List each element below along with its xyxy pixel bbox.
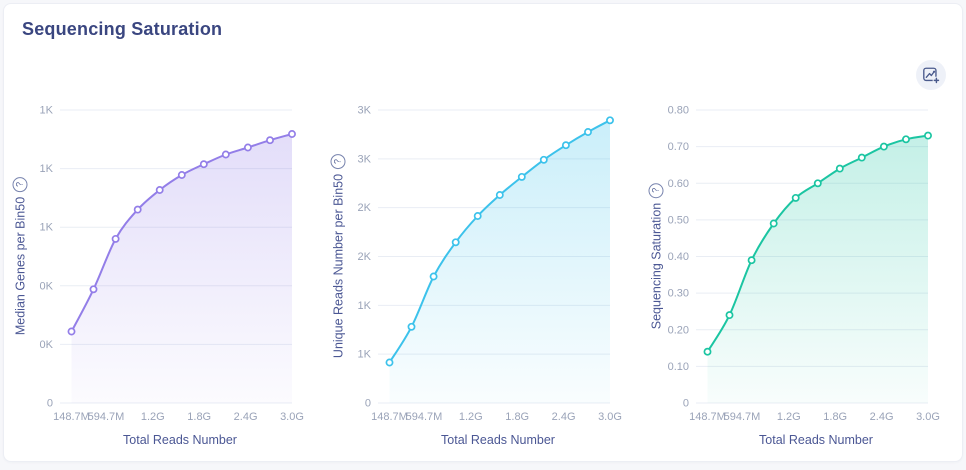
y-tick-label: 0.30 — [668, 288, 689, 300]
data-point[interactable] — [769, 219, 778, 228]
y-tick-label: 2K — [358, 251, 372, 263]
x-tick-label: 3.0G — [280, 411, 304, 423]
y-tick-label: 1K — [40, 105, 54, 117]
data-point[interactable] — [89, 285, 98, 294]
x-tick-label: 594.7M — [724, 411, 761, 423]
help-icon[interactable]: ? — [12, 176, 28, 192]
data-point[interactable] — [177, 171, 186, 179]
y-tick-label: 1K — [40, 163, 54, 175]
y-tick-label: 0.20 — [668, 324, 689, 336]
y-tick-label: 0.10 — [668, 361, 689, 373]
y-tick-label: 0K — [40, 280, 54, 292]
data-point[interactable] — [747, 256, 756, 265]
data-point[interactable] — [725, 311, 734, 320]
data-point[interactable] — [561, 141, 570, 150]
y-axis-title-sequencing-saturation: Sequencing Saturation ? — [648, 96, 664, 448]
help-icon[interactable]: ? — [330, 153, 346, 169]
save-image-icon — [923, 67, 940, 84]
y-tick-label: 0 — [683, 398, 689, 410]
y-axis-title-text: Sequencing Saturation — [649, 202, 663, 330]
x-tick-label: 1.8G — [505, 411, 529, 423]
data-point[interactable] — [133, 205, 142, 214]
series-area — [707, 135, 928, 403]
x-tick-label: 1.8G — [187, 411, 211, 423]
x-tick-label: 3.0G — [598, 411, 622, 423]
page-title: Sequencing Saturation — [22, 19, 223, 39]
sequencing-saturation-card: Sequencing Saturation Median Genes per B… — [3, 3, 963, 462]
y-axis-title-text: Unique Reads Number per Bin50 — [331, 173, 345, 359]
data-point[interactable] — [385, 358, 394, 367]
y-tick-label: 3K — [358, 105, 372, 117]
data-point[interactable] — [924, 131, 932, 140]
y-axis-title-text: Median Genes per Bin50 — [13, 196, 27, 336]
series-area — [71, 134, 292, 403]
data-point[interactable] — [791, 193, 800, 202]
y-tick-label: 0 — [47, 398, 53, 410]
y-axis-title-unique-reads: Unique Reads Number per Bin50 ? — [330, 96, 346, 448]
x-tick-label: 1.8G — [823, 411, 847, 423]
x-tick-label: 594.7M — [88, 411, 125, 423]
data-point[interactable] — [539, 155, 548, 164]
data-point[interactable] — [451, 238, 460, 247]
data-point[interactable] — [813, 179, 822, 188]
data-point[interactable] — [835, 164, 844, 173]
y-tick-label: 0.50 — [668, 214, 689, 226]
y-tick-label: 0.40 — [668, 251, 689, 263]
x-tick-label: 1.2G — [777, 411, 801, 423]
y-tick-label: 1K — [358, 300, 372, 312]
x-tick-label: 2.4G — [870, 411, 894, 423]
x-tick-label: 2.4G — [552, 411, 576, 423]
x-axis-title: Total Reads Number — [759, 433, 873, 447]
x-tick-label: 1.2G — [459, 411, 483, 423]
data-point[interactable] — [243, 143, 252, 152]
x-tick-label: 594.7M — [406, 411, 443, 423]
data-point[interactable] — [902, 135, 910, 144]
x-axis-title: Total Reads Number — [123, 433, 237, 447]
data-point[interactable] — [584, 128, 592, 136]
y-tick-label: 1K — [358, 349, 372, 361]
data-point[interactable] — [606, 116, 614, 125]
x-tick-label: 1.2G — [141, 411, 165, 423]
y-tick-label: 0.70 — [668, 141, 689, 153]
x-tick-label: 3.0G — [916, 411, 940, 423]
y-axis-title-median-genes: Median Genes per Bin50 ? — [12, 96, 28, 448]
data-point[interactable] — [857, 153, 866, 162]
export-image-button[interactable] — [916, 60, 946, 90]
x-tick-label: 148.7M — [53, 411, 90, 423]
data-point[interactable] — [199, 160, 208, 169]
data-point[interactable] — [703, 347, 712, 356]
x-axis-title: Total Reads Number — [441, 433, 555, 447]
data-point[interactable] — [407, 322, 416, 331]
y-tick-label: 0K — [40, 339, 54, 351]
y-tick-label: 0.60 — [668, 178, 689, 190]
data-point[interactable] — [111, 234, 120, 243]
y-tick-label: 3K — [358, 153, 372, 165]
data-point[interactable] — [517, 172, 526, 181]
data-point[interactable] — [288, 130, 296, 138]
x-tick-label: 148.7M — [689, 411, 726, 423]
x-tick-label: 148.7M — [371, 411, 408, 423]
data-point[interactable] — [879, 142, 888, 151]
help-icon[interactable]: ? — [648, 182, 664, 198]
data-point[interactable] — [266, 136, 274, 145]
y-tick-label: 0 — [365, 398, 371, 410]
chart-unique-reads-number-per-bin50: Unique Reads Number per Bin50 ? 0 1K 1K 2K 2… — [330, 96, 622, 448]
data-point[interactable] — [67, 327, 76, 336]
saturation-chart-svg[interactable]: 0 0.10 0.20 0.30 0.40 0.50 0.60 0.70 0.80 148.7M5… — [662, 96, 940, 448]
y-tick-label: 1K — [40, 222, 54, 234]
data-point[interactable] — [221, 150, 230, 159]
y-tick-label: 0.80 — [668, 105, 689, 117]
charts-row: Median Genes per Bin50 ? 0 0K 0K 1K 1K 1K 148.… — [4, 96, 962, 448]
data-point[interactable] — [429, 272, 438, 281]
data-point[interactable] — [495, 191, 504, 199]
x-tick-label: 2.4G — [234, 411, 258, 423]
series-area — [389, 120, 610, 404]
data-point[interactable] — [473, 212, 482, 220]
chart-median-genes-per-bin50: Median Genes per Bin50 ? 0 0K 0K 1K 1K 1K 148.… — [12, 96, 304, 448]
chart-sequencing-saturation: Sequencing Saturation ? 0 0.10 0.20 0.30 0.4… — [648, 96, 940, 448]
y-tick-label: 2K — [358, 202, 372, 214]
data-point[interactable] — [155, 186, 164, 194]
